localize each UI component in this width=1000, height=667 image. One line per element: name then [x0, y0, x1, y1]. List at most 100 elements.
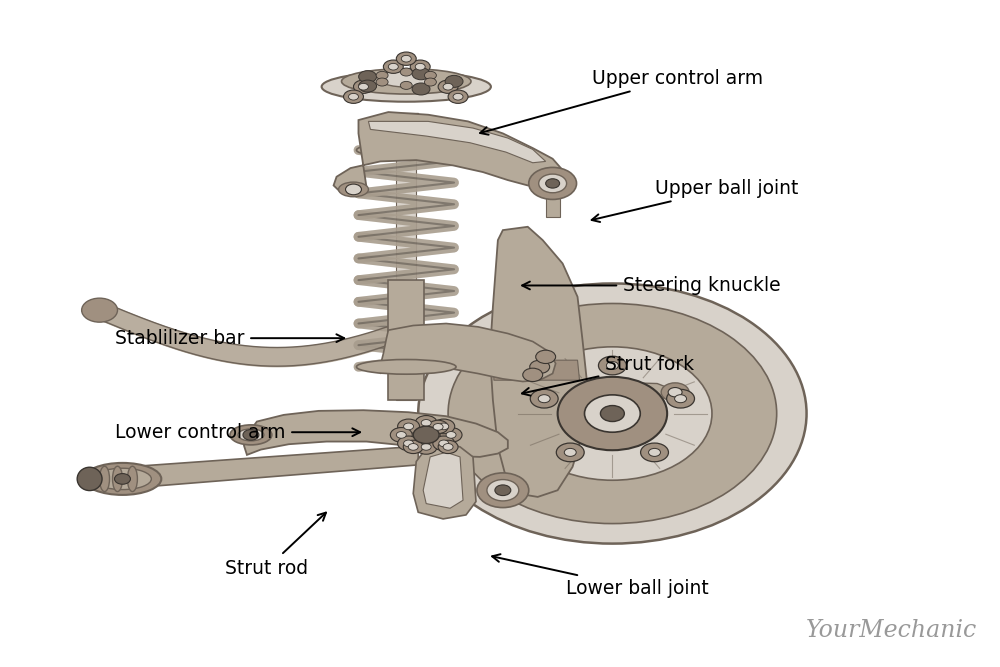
Bar	[546, 190, 560, 217]
Polygon shape	[494, 360, 580, 380]
Polygon shape	[368, 121, 546, 163]
Circle shape	[556, 443, 584, 462]
Circle shape	[433, 436, 455, 451]
Circle shape	[82, 298, 117, 322]
Circle shape	[585, 395, 640, 432]
Circle shape	[353, 80, 373, 93]
Circle shape	[667, 390, 695, 408]
Circle shape	[403, 440, 423, 454]
Circle shape	[600, 406, 624, 422]
Circle shape	[641, 443, 668, 462]
Circle shape	[446, 432, 456, 438]
Text: Strut fork: Strut fork	[522, 356, 695, 396]
Circle shape	[443, 444, 453, 450]
Circle shape	[445, 75, 463, 87]
Ellipse shape	[230, 425, 272, 445]
Ellipse shape	[77, 467, 102, 491]
Text: YourMechanic: YourMechanic	[806, 619, 977, 642]
Text: Strut rod: Strut rod	[225, 513, 326, 578]
Circle shape	[415, 440, 437, 454]
Circle shape	[376, 78, 388, 86]
Ellipse shape	[113, 466, 122, 492]
Circle shape	[433, 419, 455, 434]
Bar	[394, 113, 418, 150]
Circle shape	[513, 347, 712, 480]
Circle shape	[404, 423, 414, 430]
Circle shape	[440, 428, 462, 442]
Circle shape	[421, 444, 431, 450]
Polygon shape	[244, 410, 508, 457]
Text: Upper control arm: Upper control arm	[480, 69, 764, 135]
Circle shape	[359, 71, 377, 83]
Circle shape	[404, 440, 414, 447]
Circle shape	[539, 174, 567, 193]
Circle shape	[438, 440, 458, 454]
Circle shape	[661, 383, 689, 402]
Circle shape	[558, 377, 667, 450]
Polygon shape	[586, 382, 669, 402]
Circle shape	[346, 184, 361, 195]
Circle shape	[668, 388, 682, 397]
Circle shape	[448, 90, 468, 103]
Circle shape	[408, 444, 418, 450]
Circle shape	[400, 81, 412, 89]
Circle shape	[344, 90, 363, 103]
Circle shape	[424, 71, 436, 79]
Circle shape	[529, 167, 577, 199]
Circle shape	[349, 93, 358, 100]
Polygon shape	[127, 446, 418, 488]
Circle shape	[439, 440, 449, 447]
Ellipse shape	[94, 468, 151, 490]
Circle shape	[412, 68, 430, 80]
Circle shape	[388, 63, 398, 70]
Circle shape	[401, 55, 411, 62]
Circle shape	[398, 419, 420, 434]
Circle shape	[376, 71, 388, 79]
Text: Lower ball joint: Lower ball joint	[492, 554, 708, 598]
Polygon shape	[413, 444, 476, 519]
Circle shape	[433, 424, 443, 430]
Bar	[388, 280, 424, 400]
Polygon shape	[423, 452, 463, 508]
Polygon shape	[334, 112, 563, 193]
Circle shape	[438, 80, 458, 93]
Circle shape	[448, 303, 777, 524]
Ellipse shape	[379, 71, 434, 87]
Circle shape	[487, 480, 519, 501]
Circle shape	[418, 283, 807, 544]
Polygon shape	[490, 227, 587, 497]
Circle shape	[424, 78, 436, 86]
Circle shape	[413, 426, 439, 444]
Circle shape	[443, 83, 453, 90]
Circle shape	[415, 63, 425, 70]
Circle shape	[564, 448, 576, 456]
Circle shape	[115, 474, 130, 484]
Circle shape	[495, 485, 511, 496]
Circle shape	[415, 416, 437, 430]
Polygon shape	[380, 323, 556, 382]
Circle shape	[439, 423, 449, 430]
Text: Upper ball joint: Upper ball joint	[592, 179, 799, 222]
Circle shape	[530, 390, 558, 408]
Ellipse shape	[127, 466, 137, 492]
Circle shape	[412, 83, 430, 95]
Ellipse shape	[342, 69, 471, 94]
Circle shape	[421, 420, 431, 426]
Circle shape	[530, 360, 550, 374]
Circle shape	[400, 68, 412, 76]
Circle shape	[606, 362, 618, 370]
Circle shape	[598, 356, 626, 375]
Circle shape	[536, 350, 556, 364]
Circle shape	[358, 83, 368, 90]
Circle shape	[383, 60, 403, 73]
Circle shape	[390, 428, 412, 442]
Circle shape	[675, 395, 687, 403]
Ellipse shape	[356, 143, 456, 157]
Circle shape	[453, 93, 463, 100]
Circle shape	[359, 80, 377, 92]
Circle shape	[523, 368, 543, 382]
Circle shape	[477, 473, 529, 508]
Ellipse shape	[238, 429, 264, 441]
Bar	[396, 137, 416, 400]
Circle shape	[396, 52, 416, 65]
